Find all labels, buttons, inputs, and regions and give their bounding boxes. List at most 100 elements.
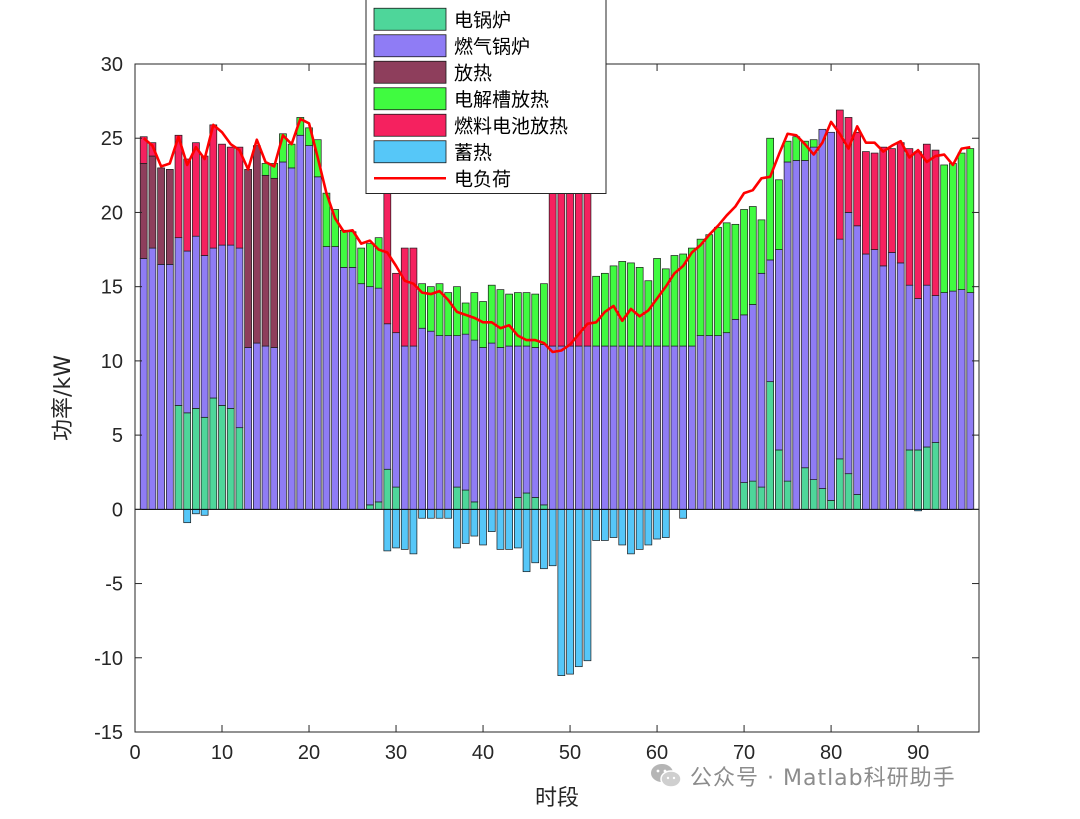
bar — [366, 243, 374, 288]
bar — [505, 345, 513, 510]
bar — [609, 508, 618, 538]
bar — [818, 488, 827, 510]
bar — [400, 345, 409, 510]
bar — [566, 508, 574, 675]
legend-swatch — [373, 113, 447, 137]
bar — [218, 405, 226, 510]
bar — [592, 345, 600, 510]
bar — [722, 222, 731, 334]
watermark-text: 公众号 · Matlab科研助手 — [690, 766, 956, 791]
bar — [366, 504, 374, 510]
bar — [914, 298, 922, 451]
bar — [487, 284, 496, 344]
bar — [966, 292, 975, 510]
bar — [853, 494, 862, 510]
bar — [661, 345, 670, 510]
bar — [792, 160, 801, 510]
bar — [139, 258, 148, 510]
bar — [601, 508, 609, 541]
bar — [435, 283, 444, 337]
bar — [644, 345, 653, 510]
bar — [592, 275, 600, 347]
bar — [148, 142, 157, 157]
bar — [174, 237, 183, 406]
bar — [435, 335, 444, 510]
bar — [618, 345, 627, 510]
x-tick-label: 40 — [472, 742, 494, 764]
bar — [392, 332, 400, 488]
bar — [574, 508, 583, 668]
bar — [896, 262, 905, 510]
bar — [688, 247, 696, 347]
bar — [827, 131, 835, 501]
bar — [235, 146, 244, 249]
bar — [592, 508, 600, 541]
bar — [914, 449, 922, 510]
x-tick-label: 30 — [385, 742, 407, 764]
bar — [496, 347, 505, 510]
bar — [514, 345, 522, 498]
bar — [853, 225, 862, 495]
bar — [453, 335, 461, 488]
bar — [949, 163, 957, 292]
bar — [192, 508, 200, 515]
bar — [479, 347, 487, 510]
bar — [540, 508, 548, 570]
bar — [766, 259, 775, 383]
x-tick-label: 80 — [820, 742, 842, 764]
bar — [296, 134, 305, 510]
bar — [696, 238, 705, 337]
bar — [888, 252, 896, 510]
bar — [635, 345, 644, 510]
bar — [409, 345, 418, 510]
bar — [183, 250, 192, 414]
bar — [226, 244, 235, 409]
bar — [444, 508, 453, 519]
bar — [670, 345, 679, 510]
bar — [444, 335, 453, 510]
bar — [209, 397, 218, 510]
bar — [392, 486, 400, 510]
y-tick-label: 15 — [101, 277, 123, 299]
bar — [218, 244, 226, 406]
x-axis-label: 时段 — [535, 786, 579, 811]
bar — [453, 486, 461, 510]
bar — [374, 287, 383, 503]
bar — [748, 480, 757, 510]
bar — [548, 345, 557, 510]
watermark: 公众号 · Matlab科研助手 — [650, 760, 956, 792]
y-tick-label: 0 — [112, 499, 123, 521]
bar — [514, 508, 522, 549]
bar — [531, 293, 540, 348]
bar — [775, 249, 783, 451]
bar — [348, 231, 357, 268]
bar — [548, 508, 557, 567]
bar — [801, 160, 809, 469]
bar — [470, 508, 479, 537]
bar — [183, 508, 192, 524]
bar — [470, 501, 479, 510]
bar — [313, 176, 322, 510]
bar — [627, 345, 635, 510]
bar — [305, 145, 313, 510]
bar — [670, 255, 679, 347]
x-tick-label: 0 — [129, 742, 140, 764]
bar — [348, 267, 357, 510]
bar — [279, 161, 287, 510]
bar — [157, 167, 165, 265]
legend-swatch — [373, 7, 447, 31]
bar — [148, 155, 157, 249]
bar — [722, 332, 731, 510]
bar — [427, 330, 435, 510]
bar — [339, 229, 348, 268]
bar — [566, 345, 574, 510]
bar — [740, 482, 748, 510]
legend-swatch — [373, 87, 447, 111]
bar — [409, 247, 418, 347]
bar — [914, 151, 922, 299]
bar — [444, 292, 453, 337]
bar — [601, 345, 609, 510]
bar — [183, 158, 192, 252]
x-tick-label: 70 — [733, 742, 755, 764]
bar — [949, 290, 957, 510]
